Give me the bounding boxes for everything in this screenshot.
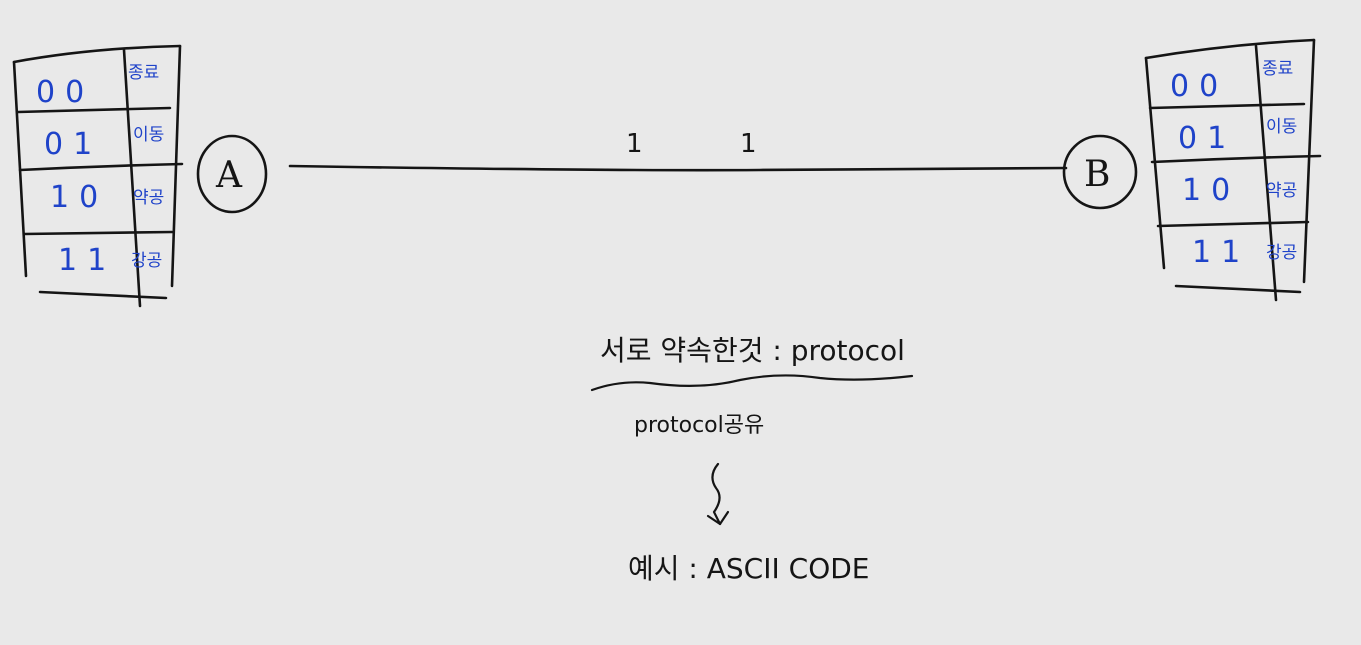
bits-cell: 10	[50, 180, 108, 215]
bits-cell: 00	[36, 75, 94, 110]
bits-cell: 01	[1178, 121, 1236, 156]
node-a: A	[196, 134, 268, 214]
bits-cell: 11	[1192, 235, 1250, 270]
bits-cell: 10	[1182, 173, 1240, 208]
bits-cell: 01	[44, 127, 102, 162]
example-note: 예시 : ASCII CODE	[628, 552, 870, 585]
table-row-line	[1156, 220, 1310, 228]
table-border-right	[1302, 38, 1316, 284]
node-label: B	[1084, 154, 1110, 195]
table-border-right	[170, 44, 182, 288]
meaning-cell: 이동	[133, 125, 164, 145]
right-code-table: 00 01 10 11 종료 이동 약공 강공	[1144, 38, 1322, 302]
table-border-top	[12, 44, 182, 64]
bits-cell: 11	[58, 243, 116, 278]
signal-bit: 1	[740, 129, 757, 159]
protocol-sub: protocol공유	[634, 413, 764, 438]
meaning-cell: 종료	[128, 63, 159, 83]
wavy-underline	[590, 374, 914, 392]
protocol-heading: 서로 약속한것 : protocol	[600, 334, 905, 367]
table-border-bottom	[38, 290, 168, 300]
table-row-line	[1148, 102, 1306, 110]
table-divider	[1254, 44, 1278, 302]
node-b: B	[1062, 134, 1138, 210]
table-border-top	[1144, 38, 1316, 60]
signal-bit: 1	[626, 129, 643, 159]
table-row-line	[1150, 154, 1322, 164]
meaning-cell: 강공	[1266, 243, 1297, 263]
meaning-cell: 강공	[131, 251, 162, 271]
connection-line	[288, 164, 1068, 172]
bits-cell: 00	[1170, 69, 1228, 104]
table-row-line	[22, 230, 174, 236]
node-circle	[1062, 134, 1138, 210]
node-label: A	[215, 155, 243, 196]
table-border-bottom	[1174, 284, 1302, 294]
protocol-notes: 서로 약속한것 : protocol protocol공유 예시 : ASCII…	[590, 334, 914, 585]
table-row-line	[16, 106, 172, 114]
left-code-table: 00 01 10 11 종료 이동 약공 강공	[12, 44, 184, 308]
meaning-cell: 약공	[133, 188, 164, 208]
meaning-cell: 이동	[1266, 117, 1297, 137]
meaning-cell: 약공	[1266, 181, 1297, 201]
arrow-head	[706, 510, 730, 526]
down-arrow-icon	[711, 462, 722, 526]
node-circle	[196, 134, 268, 214]
meaning-cell: 종료	[1262, 59, 1293, 79]
table-divider	[122, 48, 142, 308]
table-row-line	[18, 162, 184, 172]
